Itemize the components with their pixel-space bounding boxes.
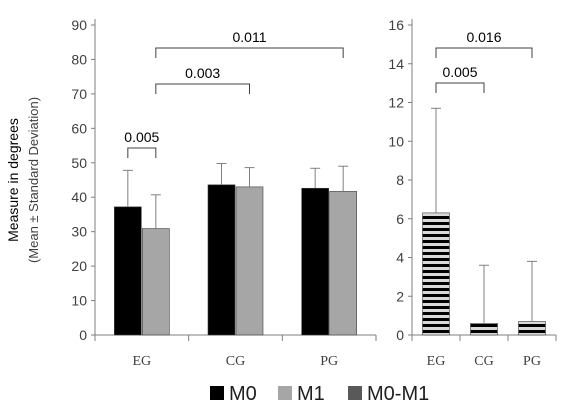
legend-swatch-m0 [210, 386, 224, 400]
left-bar-m0 [207, 184, 236, 336]
right-y-tick-label: 16 [388, 17, 404, 33]
left-y-tick-label: 30 [71, 224, 87, 240]
left-y-tick-label: 40 [71, 189, 87, 205]
left-x-tick-label: CG [226, 354, 245, 369]
left-bar-m0 [114, 206, 142, 336]
left-y-tick-label: 10 [71, 293, 87, 309]
left-y-tick-label: 20 [71, 258, 87, 274]
left-bar-m1 [329, 191, 357, 336]
left-significance-bracket [127, 147, 157, 158]
legend: M0 M1 M0-M1 [210, 383, 429, 405]
right-y-tick-label: 0 [396, 327, 404, 343]
right-y-tick-label: 8 [396, 172, 404, 188]
legend-label-m0: M0 [229, 383, 257, 405]
right-y-tick-label: 6 [396, 211, 404, 227]
left-significance-bracket [155, 83, 250, 94]
right-y-tick-label: 4 [396, 250, 404, 266]
left-p-value-label: 0.005 [124, 129, 159, 145]
right-chart: 0 2 4 6 8 10 12 14 16 EG CG PG 0.005 0.016 [388, 17, 557, 369]
left-p-value-label: 0.003 [185, 65, 220, 81]
right-y-tick-label: 10 [388, 133, 404, 149]
right-bar-m0-m1 [470, 323, 498, 336]
right-p-value-label: 0.005 [442, 64, 477, 80]
legend-label-m1: M1 [297, 383, 325, 405]
left-bar-m1 [235, 186, 264, 336]
left-y-tick-label: 70 [71, 86, 87, 102]
right-bar-m0-m1 [518, 321, 546, 336]
right-y-tick-label: 14 [388, 56, 404, 72]
left-y-tick-label: 80 [71, 51, 87, 67]
left-significance-bracket [155, 47, 344, 58]
legend-swatch-m1 [278, 386, 292, 400]
left-bar-m1 [142, 228, 170, 336]
legend-label-m0-m1: M0-M1 [367, 383, 429, 405]
y-axis-sublabel: (Mean ± Standard Deviation) [26, 97, 41, 263]
left-bar-m0 [301, 187, 329, 336]
left-p-value-label: 0.011 [233, 29, 267, 45]
legend-swatch-m0-m1 [348, 386, 362, 400]
left-x-tick-label: EG [132, 354, 151, 369]
left-y-tick-label: 0 [79, 327, 87, 343]
right-bar-m0-m1 [422, 212, 450, 336]
left-x-tick-label: PG [320, 354, 338, 369]
right-significance-bracket [435, 82, 485, 93]
left-chart: 0 10 20 30 40 50 60 70 80 90 EG CG PG 0.005 0.003 0.011 [71, 17, 377, 369]
left-y-tick-label: 50 [71, 155, 87, 171]
right-p-value-label: 0.016 [466, 29, 501, 45]
left-y-tick-label: 90 [71, 17, 87, 33]
y-axis-label: Measure in degrees [5, 118, 21, 242]
right-x-tick-label: PG [523, 354, 541, 369]
right-x-tick-label: CG [474, 354, 493, 369]
y-axis-title: Measure in degrees (Mean ± Standard Devi… [5, 97, 41, 263]
left-y-tick-label: 60 [71, 120, 87, 136]
right-x-tick-label: EG [427, 354, 446, 369]
right-y-tick-label: 2 [396, 288, 404, 304]
right-significance-bracket [435, 47, 533, 58]
right-y-tick-label: 12 [388, 95, 404, 111]
